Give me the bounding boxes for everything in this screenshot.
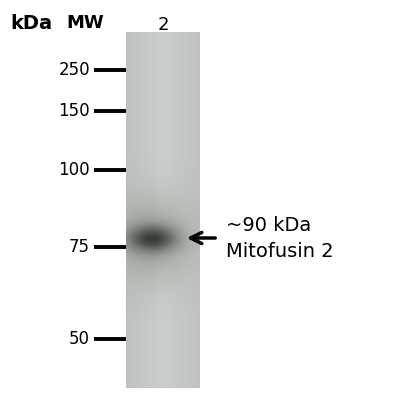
Text: 100: 100: [58, 161, 90, 179]
Text: 75: 75: [69, 238, 90, 256]
Text: MW: MW: [66, 14, 104, 32]
Text: 150: 150: [58, 102, 90, 120]
Text: Mitofusin 2: Mitofusin 2: [226, 242, 334, 261]
Text: 2: 2: [158, 16, 169, 34]
Text: 50: 50: [69, 330, 90, 348]
Text: 250: 250: [58, 61, 90, 79]
Text: ~90 kDa: ~90 kDa: [226, 216, 311, 236]
Text: kDa: kDa: [10, 14, 52, 33]
